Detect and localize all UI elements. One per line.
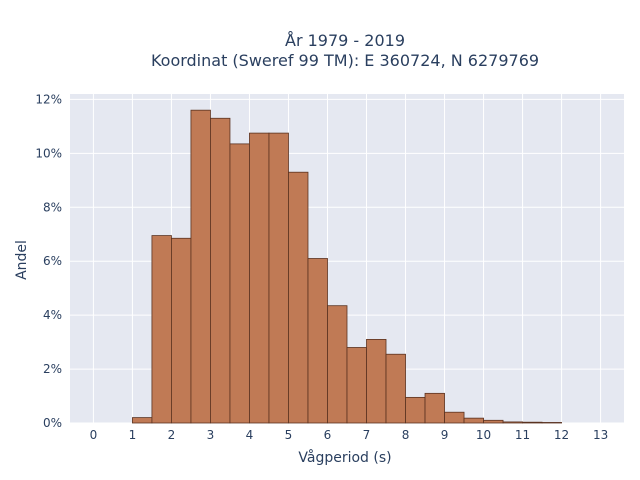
histogram-bar — [385, 353, 406, 424]
histogram-bar — [268, 132, 289, 424]
y-axis-ticks: 0% 2% 4% 6% 8% 10% 12% — [35, 92, 62, 430]
y-tick-label: 6% — [43, 254, 62, 268]
histogram-bar — [463, 417, 484, 424]
x-tick-label: 9 — [441, 428, 449, 442]
x-tick-label: 3 — [207, 428, 215, 442]
x-tick-label: 1 — [129, 428, 137, 442]
histogram-bar — [424, 392, 445, 424]
histogram-bar — [502, 421, 523, 424]
x-axis-title: Vågperiod (s) — [298, 449, 391, 466]
histogram-bar — [151, 235, 172, 424]
chart-title-line1: År 1979 - 2019 — [285, 31, 405, 50]
y-tick-label: 8% — [43, 200, 62, 214]
x-tick-label: 11 — [515, 428, 530, 442]
x-tick-label: 6 — [324, 428, 332, 442]
histogram-bar — [405, 396, 426, 424]
histogram-bar — [366, 339, 387, 424]
y-tick-label: 4% — [43, 308, 62, 322]
histogram-bar — [483, 419, 504, 424]
histogram-bar — [327, 305, 348, 424]
x-tick-label: 5 — [285, 428, 293, 442]
y-axis-title: Andel — [14, 240, 30, 280]
histogram-bar — [249, 132, 270, 424]
y-tick-label: 2% — [43, 362, 62, 376]
bars — [132, 109, 562, 424]
x-tick-label: 0 — [90, 428, 98, 442]
y-tick-label: 12% — [35, 92, 62, 106]
x-tick-label: 10 — [476, 428, 491, 442]
histogram-bar — [522, 421, 543, 424]
x-tick-label: 13 — [593, 428, 608, 442]
x-tick-label: 7 — [363, 428, 371, 442]
histogram-bar — [444, 411, 465, 424]
histogram-bar — [541, 422, 562, 424]
y-tick-label: 0% — [43, 416, 62, 430]
histogram-bar — [229, 143, 250, 424]
x-tick-label: 2 — [168, 428, 176, 442]
histogram-bar — [171, 237, 192, 424]
x-axis-ticks: 0 1 2 3 4 5 6 7 8 9 10 11 12 13 — [90, 428, 609, 442]
histogram-bar — [288, 171, 309, 424]
x-tick-label: 12 — [554, 428, 569, 442]
y-tick-label: 10% — [35, 146, 62, 160]
histogram-bar — [307, 258, 328, 424]
histogram-bar — [190, 109, 211, 424]
histogram-bar — [132, 417, 153, 424]
x-tick-label: 4 — [246, 428, 254, 442]
histogram-bar — [346, 347, 367, 424]
x-tick-label: 8 — [402, 428, 410, 442]
histogram-bar — [210, 117, 231, 424]
chart-title-line2: Koordinat (Sweref 99 TM): E 360724, N 62… — [151, 51, 539, 70]
